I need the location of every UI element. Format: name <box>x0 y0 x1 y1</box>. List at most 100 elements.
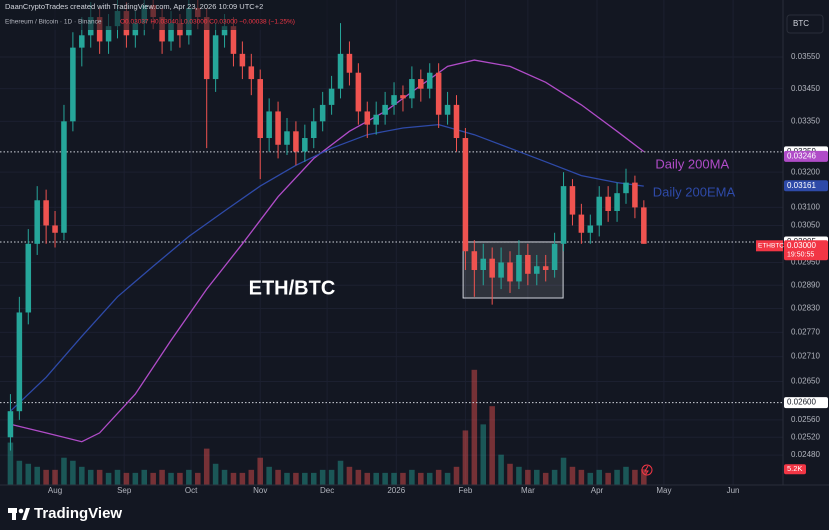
candle-body <box>43 200 49 226</box>
y-tick-label: 0.02480 <box>791 450 820 459</box>
candle-body <box>328 88 335 105</box>
symbol-tag: ETHBTC <box>758 243 784 250</box>
candle-body <box>293 131 299 152</box>
y-tick-label: 0.03200 <box>791 167 820 176</box>
volume-bar <box>489 406 495 485</box>
candle-body <box>516 254 522 282</box>
volume-bar <box>275 469 281 485</box>
volume-bar <box>248 469 255 485</box>
x-tick-label: 2026 <box>387 486 405 495</box>
candle-body <box>435 72 442 115</box>
volume-bar <box>43 469 49 485</box>
volume-bar <box>641 469 647 485</box>
volume-bar <box>141 469 148 485</box>
volume-bar <box>61 457 67 485</box>
volume-bar <box>462 430 469 485</box>
candle-body <box>105 26 112 42</box>
volume-bar <box>186 469 192 485</box>
volume-bar <box>34 466 40 485</box>
annotation: Daily 200MA <box>655 157 729 172</box>
volume-bar <box>319 469 326 485</box>
volume-bar <box>195 472 201 485</box>
candle-body <box>337 53 344 89</box>
volume-bar <box>150 472 156 485</box>
x-tick-label: Dec <box>320 486 334 495</box>
volume-bar <box>355 469 362 485</box>
candle-body <box>310 121 317 139</box>
candle-body <box>266 111 272 139</box>
volume-bar <box>337 460 344 485</box>
volume-bar <box>221 469 228 485</box>
volume-bar <box>516 466 522 485</box>
x-tick-label: Sep <box>117 486 132 495</box>
candle-body <box>346 53 353 73</box>
volume-bar <box>257 457 263 485</box>
candle-body <box>212 35 219 80</box>
volume-bar <box>52 469 58 485</box>
volume-label-box <box>784 464 806 475</box>
price-label: 0.03161 <box>787 181 816 190</box>
volume-bar <box>391 472 397 485</box>
event-icon-bolt <box>644 465 649 475</box>
candle-body <box>61 121 67 233</box>
candle-body <box>275 111 281 145</box>
x-tick-label: Jun <box>727 486 740 495</box>
price-label: 0.02600 <box>787 398 816 407</box>
candle-body <box>587 225 594 233</box>
candle-body <box>480 258 487 271</box>
volume-bar <box>16 460 23 485</box>
candle-body <box>623 182 629 194</box>
currency[interactable]: BTC <box>793 19 809 28</box>
volume-bar <box>605 472 611 485</box>
x-tick-label: Feb <box>459 486 473 495</box>
volume-bar <box>418 472 424 485</box>
y-tick-label: 0.03050 <box>791 221 820 230</box>
candle-body <box>7 411 14 438</box>
volume-bar <box>203 448 210 485</box>
volume-bar <box>578 469 585 485</box>
volume-bar <box>96 469 103 485</box>
y-tick-label: 0.03350 <box>791 116 820 125</box>
volume-bar <box>614 469 620 485</box>
annotation: ETH/BTC <box>249 277 336 299</box>
legend-backdrop <box>0 0 340 30</box>
currency-box[interactable] <box>786 14 824 34</box>
candle-body <box>230 26 237 54</box>
candle-body <box>355 72 362 112</box>
price-label-box <box>784 397 828 409</box>
volume-label: 5.2K <box>787 464 802 473</box>
volume-bar <box>400 472 406 485</box>
candle-body <box>426 72 433 89</box>
moving-average-line <box>10 59 645 443</box>
y-tick-label: 0.03550 <box>791 52 820 61</box>
price-label-box <box>784 180 828 192</box>
volume-bar <box>480 424 487 485</box>
volume-bar <box>159 469 165 485</box>
volume-bar <box>435 469 442 485</box>
candle-body <box>551 243 558 271</box>
y-tick-label: 0.02520 <box>791 432 820 441</box>
y-tick-label: 0.03100 <box>791 203 820 212</box>
candle-body <box>70 47 76 122</box>
x-tick-label: Nov <box>253 486 267 495</box>
candle-body <box>25 243 32 313</box>
candle-body <box>257 79 263 139</box>
volume-bar <box>569 466 576 485</box>
candle-body <box>418 79 424 89</box>
volume-bar <box>328 469 335 485</box>
candle-body <box>79 35 85 48</box>
candle-body <box>569 186 576 215</box>
volume-bar <box>587 472 594 485</box>
event-icon[interactable] <box>641 464 653 476</box>
volume-bar <box>310 472 317 485</box>
brand: TradingView <box>34 505 122 522</box>
candle-body <box>382 104 388 115</box>
volume-bar <box>293 472 299 485</box>
candle-body <box>453 104 460 139</box>
volume-bar <box>114 469 121 485</box>
volume-bar <box>623 466 629 485</box>
volume-bar <box>453 466 460 485</box>
price-label-box <box>784 150 828 162</box>
volume-bar <box>123 472 130 485</box>
candle-body <box>596 196 602 226</box>
